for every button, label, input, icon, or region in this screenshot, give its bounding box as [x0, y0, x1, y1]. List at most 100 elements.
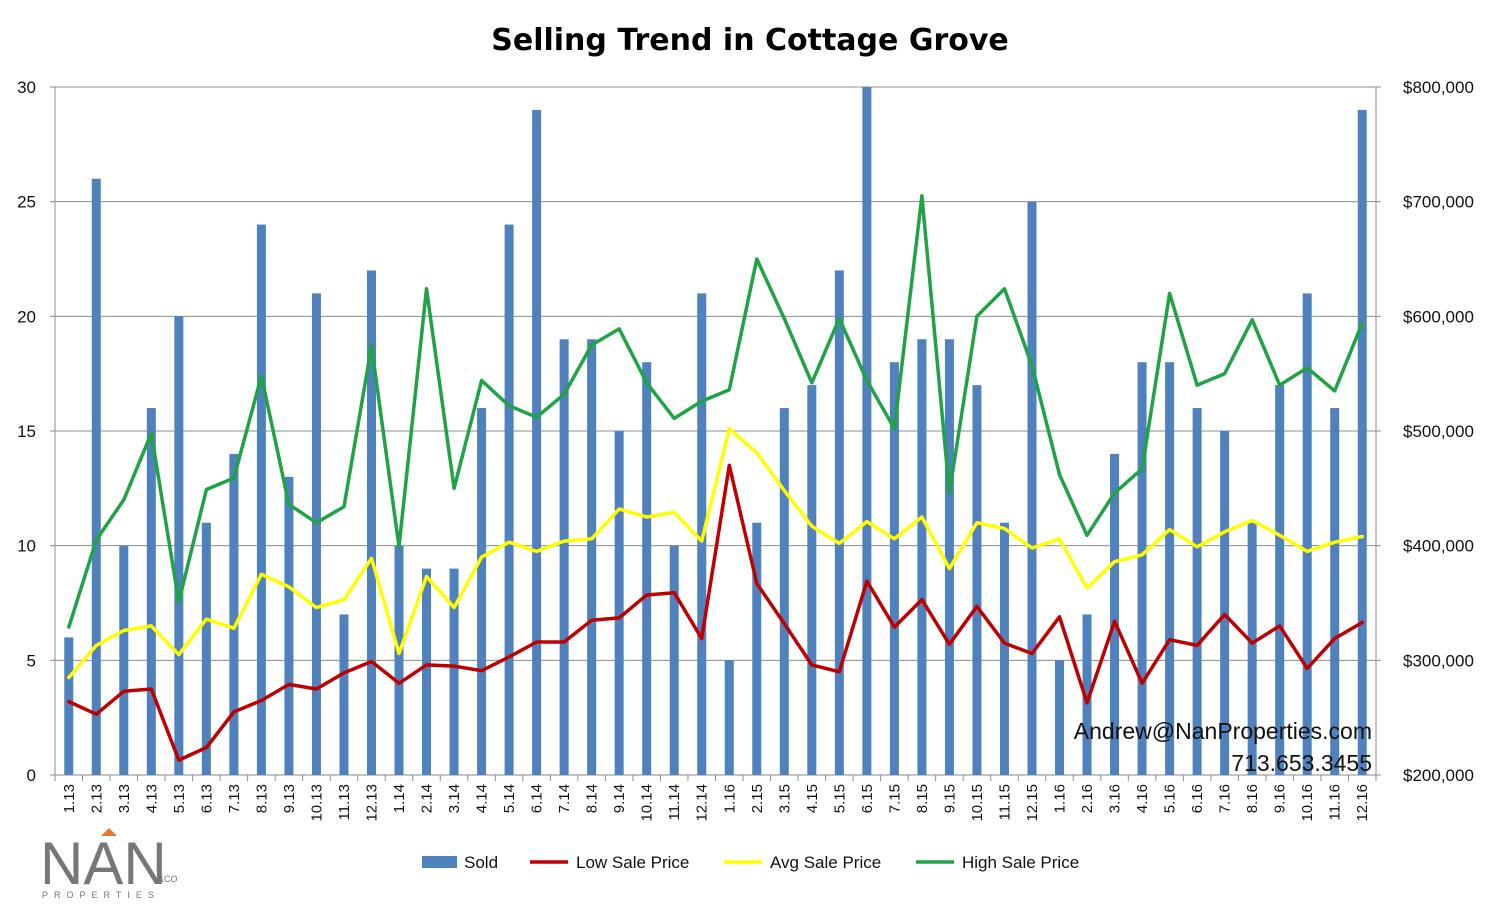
bar-sold: [834, 270, 844, 775]
bar-sold: [1082, 614, 1092, 775]
right-y-axis: $200,000 $300,000 $400,000 $500,000 $600,000…: [1376, 78, 1474, 785]
bar-sold: [724, 660, 734, 775]
x-tick-label: 4.14: [474, 784, 491, 813]
right-y-tick-label: $500,000: [1403, 422, 1474, 441]
x-tick-label: 6.15: [859, 784, 876, 813]
bar-sold: [229, 453, 239, 775]
x-tick-label: 6.13: [198, 784, 215, 813]
x-tick-label: 2.14: [419, 784, 436, 813]
bar-sold: [917, 339, 927, 775]
chart-title: Selling Trend in Cottage Grove: [491, 23, 1009, 58]
x-tick-label: 3.15: [776, 784, 793, 813]
bar-sold: [944, 339, 954, 775]
bar-sold: [972, 385, 982, 775]
bar-sold: [889, 362, 899, 775]
x-tick-label: 10.14: [639, 784, 656, 822]
x-tick-label: 5.14: [501, 784, 518, 813]
x-tick-label: 8.16: [1244, 784, 1261, 813]
bar-sold: [1027, 201, 1037, 775]
logo-suffix: &CO: [158, 874, 178, 884]
x-tick-label: 12.15: [1024, 784, 1041, 822]
bar-sold: [999, 522, 1009, 775]
left-y-tick-label: 25: [17, 193, 36, 212]
x-tick-label: 12.13: [363, 784, 380, 822]
x-tick-label: 10.15: [969, 784, 986, 822]
x-tick-label: 2.15: [749, 784, 766, 813]
x-tick-label: 10.13: [308, 784, 325, 822]
bar-sold: [779, 408, 789, 775]
x-tick-label: 5.16: [1162, 784, 1179, 813]
bar-sold: [1220, 431, 1230, 775]
bar-sold: [642, 362, 652, 775]
x-tick-label: 1.14: [391, 784, 408, 813]
bar-sold: [614, 431, 624, 775]
bar-sold: [1302, 293, 1312, 775]
bar-sold: [422, 568, 432, 775]
right-y-tick-label: $400,000: [1403, 537, 1474, 556]
x-tick-label: 4.13: [143, 784, 160, 813]
x-tick-label: 9.16: [1272, 784, 1289, 813]
bar-sold: [477, 408, 487, 775]
left-y-axis: 0 5 10 15 20 25 30: [17, 78, 55, 785]
legend-swatch-sold: [422, 856, 457, 868]
x-tick-label: 11.13: [336, 784, 353, 820]
x-tick-label: 11.16: [1327, 784, 1344, 820]
x-tick-label: 3.16: [1107, 784, 1124, 813]
x-tick-label: 5.15: [831, 784, 848, 813]
bar-sold: [532, 109, 542, 775]
x-tick-label: 2.13: [88, 784, 105, 813]
bar-sold: [669, 545, 679, 775]
bar-sold: [559, 339, 569, 775]
x-tick-label: 4.16: [1134, 784, 1151, 813]
bar-sold: [752, 522, 762, 775]
line-low-sale-price: [67, 463, 1364, 762]
bar-sold: [366, 270, 376, 775]
sold-bars: [64, 87, 1367, 776]
x-tick-label: 2.16: [1079, 784, 1096, 813]
x-tick-label: 7.13: [226, 784, 243, 813]
logo-subtitle: PROPERTIES: [42, 890, 160, 900]
bar-sold: [339, 614, 349, 775]
x-tick-label: 9.14: [611, 784, 628, 813]
bar-sold: [1247, 522, 1257, 775]
price-lines: [67, 194, 1364, 762]
x-tick-label: 1.16: [1052, 784, 1069, 813]
x-tick-label: 7.16: [1217, 784, 1234, 813]
x-tick-label: 1.13: [61, 784, 78, 813]
legend-label: Sold: [464, 853, 498, 872]
bar-sold: [807, 385, 817, 775]
bar-sold: [862, 87, 872, 775]
bar-sold: [91, 178, 101, 775]
left-y-tick-label: 20: [17, 307, 36, 326]
bar-sold: [174, 316, 184, 775]
right-y-tick-label: $700,000: [1403, 193, 1474, 212]
x-tick-label: 12.16: [1354, 784, 1371, 822]
bar-sold: [1357, 109, 1367, 775]
x-tick-label: 7.15: [886, 784, 903, 813]
left-y-tick-label: 0: [27, 766, 36, 785]
legend-label: High Sale Price: [962, 853, 1079, 872]
bar-sold: [64, 637, 74, 775]
bar-sold: [146, 408, 156, 775]
x-tick-label: 10.16: [1299, 784, 1316, 822]
bar-sold: [1275, 385, 1285, 775]
right-y-tick-label: $600,000: [1403, 307, 1474, 326]
x-tick-label: 6.14: [529, 784, 546, 813]
left-y-tick-label: 15: [17, 422, 36, 441]
x-tick-label: 8.15: [914, 784, 931, 813]
bar-sold: [284, 476, 294, 775]
x-tick-label: 7.14: [556, 784, 573, 813]
x-tick-label: 11.15: [996, 784, 1013, 820]
legend-label: Low Sale Price: [576, 853, 689, 872]
left-y-tick-label: 30: [17, 78, 36, 97]
x-tick-label: 5.13: [171, 784, 188, 813]
x-tick-label: 3.13: [116, 784, 133, 813]
bar-sold: [1110, 453, 1120, 775]
bar-sold: [587, 339, 597, 775]
x-tick-label: 1.16: [721, 784, 738, 813]
line-high-sale-price: [67, 194, 1364, 629]
right-y-tick-label: $300,000: [1403, 651, 1474, 670]
x-tick-label: 9.13: [281, 784, 298, 813]
bar-sold: [394, 545, 404, 775]
company-logo: NAN &CO PROPERTIES: [40, 828, 178, 900]
